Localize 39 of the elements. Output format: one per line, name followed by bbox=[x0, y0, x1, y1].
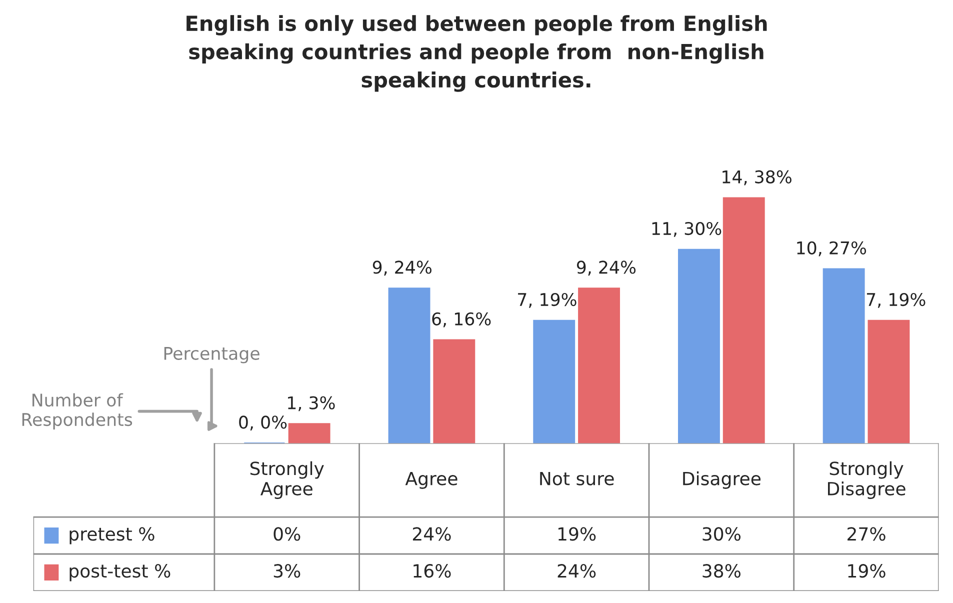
x-tick-label: Agree bbox=[405, 472, 458, 489]
bar bbox=[578, 288, 620, 444]
annotation: Percentage bbox=[164, 347, 260, 364]
annotation: 10, 27% bbox=[797, 241, 866, 256]
bar bbox=[288, 423, 330, 444]
annotation: 11, 30% bbox=[652, 222, 722, 237]
annotation: 7, 19% bbox=[518, 292, 576, 308]
bar bbox=[433, 339, 476, 444]
data-label: 19% bbox=[848, 564, 886, 578]
text: Number of Respondents bbox=[22, 393, 132, 430]
annotation: 1, 3% bbox=[288, 396, 335, 412]
data-label: 0% bbox=[274, 527, 300, 541]
bar bbox=[388, 288, 430, 444]
bar bbox=[822, 268, 865, 444]
annotation: 0, 0% bbox=[239, 416, 287, 430]
bar bbox=[533, 320, 576, 444]
data-label: 24% bbox=[558, 564, 596, 578]
data-label: 24% bbox=[412, 527, 451, 541]
data-label: 3% bbox=[274, 564, 300, 578]
annotation: 9, 24% bbox=[372, 260, 432, 276]
x-tick-label: Not sure bbox=[540, 472, 614, 486]
annotation: 6, 16% bbox=[432, 312, 491, 328]
legend-label: pretest % bbox=[70, 527, 154, 544]
annotation: 9, 24% bbox=[576, 260, 636, 276]
legend-label: post-test % bbox=[70, 564, 170, 582]
annotation: 14, 38% bbox=[722, 170, 792, 186]
bar bbox=[868, 320, 910, 444]
data-label: 38% bbox=[702, 564, 740, 578]
data-label: 16% bbox=[414, 564, 451, 578]
x-tick-label: Disagree bbox=[683, 471, 760, 489]
bar bbox=[722, 197, 765, 444]
data-label: 19% bbox=[558, 527, 596, 541]
data-label: 30% bbox=[702, 527, 740, 541]
annotation: 7, 19% bbox=[866, 292, 926, 308]
x-tick-label: Strongly Disagree bbox=[828, 461, 906, 499]
chart-title: English is only used between people from English speaking countries and people from non-English speaking countries. bbox=[186, 15, 767, 92]
bar bbox=[678, 248, 720, 444]
x-tick-label: Strongly Agree bbox=[250, 461, 324, 499]
data-label: 27% bbox=[848, 527, 886, 541]
